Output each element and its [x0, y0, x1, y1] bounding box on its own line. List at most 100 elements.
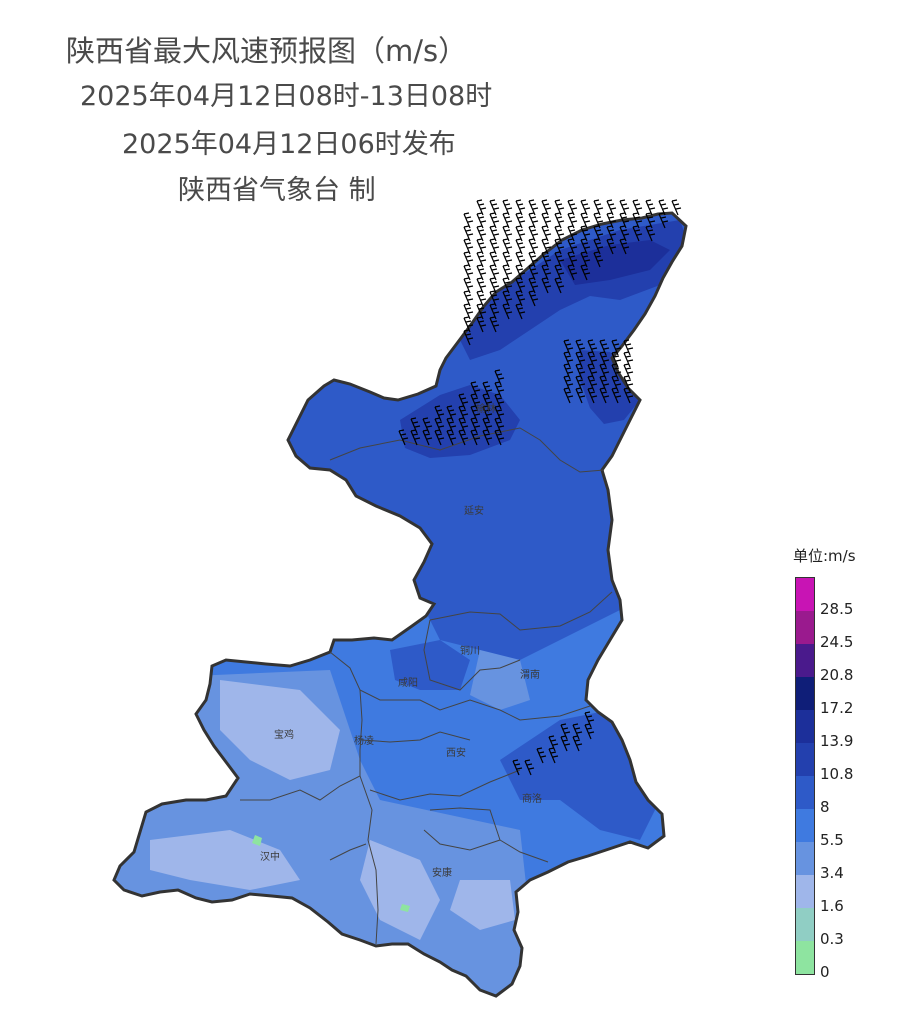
wind-barb: [470, 405, 481, 422]
wind-barb: [541, 277, 552, 294]
wind-barb: [458, 393, 469, 410]
wind-barb: [410, 417, 421, 434]
wind-barb: [536, 747, 547, 764]
city-label-yulin: 榆林: [476, 402, 496, 415]
wind-barb: [502, 251, 513, 268]
wind-barb: [494, 429, 505, 446]
wind-barb: [599, 339, 610, 356]
wind-barb: [599, 375, 610, 392]
legend-label: 17.2: [820, 699, 854, 717]
wind-barb: [515, 212, 526, 229]
wind-barb: [515, 238, 526, 255]
legend-color-bar: [795, 577, 815, 975]
wind-barb: [489, 199, 500, 216]
legend-label: 0.3: [820, 930, 844, 948]
wind-barb: [470, 417, 481, 434]
legend-label: 0: [820, 963, 830, 981]
wind-barb: [554, 238, 565, 255]
wind-barb: [410, 429, 421, 446]
wind-barb: [502, 277, 513, 294]
wind-barb: [489, 212, 500, 229]
wind-barb: [593, 251, 604, 268]
wind-barb: [575, 375, 586, 392]
wind-barb: [632, 225, 643, 242]
wind-barb: [476, 238, 487, 255]
wind-barb: [463, 238, 474, 255]
wind-barb: [489, 277, 500, 294]
wind-barb: [476, 264, 487, 281]
wind-barb: [606, 212, 617, 229]
wind-barb: [463, 303, 474, 320]
wind-barb: [528, 264, 539, 281]
wind-barb: [671, 199, 682, 216]
wind-barb: [645, 225, 656, 242]
legend-label: 5.5: [820, 831, 844, 849]
wind-barb: [572, 735, 583, 752]
city-label-xianyang: 咸阳: [398, 677, 418, 689]
wind-barb: [584, 723, 595, 740]
wind-barb: [575, 339, 586, 356]
wind-barb: [554, 264, 565, 281]
wind-barb: [575, 387, 586, 404]
wind-speed-fields: [114, 213, 686, 996]
legend-swatch: [796, 578, 814, 611]
wind-barb: [482, 405, 493, 422]
wind-barb: [528, 212, 539, 229]
legend-swatch: [796, 677, 814, 710]
wind-barb: [541, 264, 552, 281]
wind-barb: [476, 303, 487, 320]
wind-barb: [619, 199, 630, 216]
issue-time: 2025年04月12日06时发布: [122, 129, 456, 160]
wind-barb: [515, 277, 526, 294]
wind-barb: [580, 225, 591, 242]
wind-barb: [446, 405, 457, 422]
legend-swatch: [796, 875, 814, 908]
legend-swatch: [796, 908, 814, 941]
legend-swatch: [796, 809, 814, 842]
wind-barb: [623, 363, 634, 380]
wind-barb: [476, 212, 487, 229]
wind-barb: [599, 387, 610, 404]
wind-barb: [587, 387, 598, 404]
wind-barb: [528, 290, 539, 307]
wind-barb: [554, 277, 565, 294]
legend-title: 单位:m/s: [793, 547, 856, 565]
wind-barb: [567, 225, 578, 242]
wind-barb: [541, 199, 552, 216]
wind-barb: [494, 417, 505, 434]
wind-barb: [567, 212, 578, 229]
wind-barb: [463, 329, 474, 346]
wind-barb: [563, 339, 574, 356]
wind-barb: [470, 429, 481, 446]
wind-barb: [606, 225, 617, 242]
legend-label: 3.4: [820, 864, 844, 882]
wind-barb: [398, 429, 409, 446]
wind-barb: [645, 212, 656, 229]
wind-barb: [554, 225, 565, 242]
wind-barb: [470, 381, 481, 398]
wind-barb: [593, 225, 604, 242]
wind-barb: [528, 199, 539, 216]
legend-label: 24.5: [820, 633, 854, 651]
wind-barb: [645, 199, 656, 216]
wind-barb: [554, 199, 565, 216]
wind-barb: [593, 238, 604, 255]
wind-barb: [599, 351, 610, 368]
wind-barb: [463, 290, 474, 307]
wind-barb: [554, 212, 565, 229]
wind-barb: [482, 393, 493, 410]
wind-barb: [434, 405, 445, 422]
wind-barb: [515, 199, 526, 216]
wind-barb: [502, 290, 513, 307]
wind-barb: [528, 225, 539, 242]
wind-barb: [567, 251, 578, 268]
wind-barb: [560, 723, 571, 740]
wind-barb: [515, 290, 526, 307]
wind-barb: [580, 264, 591, 281]
wind-barb: [489, 316, 500, 333]
wind-barb: [524, 759, 535, 776]
legend-label: 10.8: [820, 765, 854, 783]
wind-barb: [632, 212, 643, 229]
wind-barb: [512, 759, 523, 776]
legend-swatch: [796, 776, 814, 809]
